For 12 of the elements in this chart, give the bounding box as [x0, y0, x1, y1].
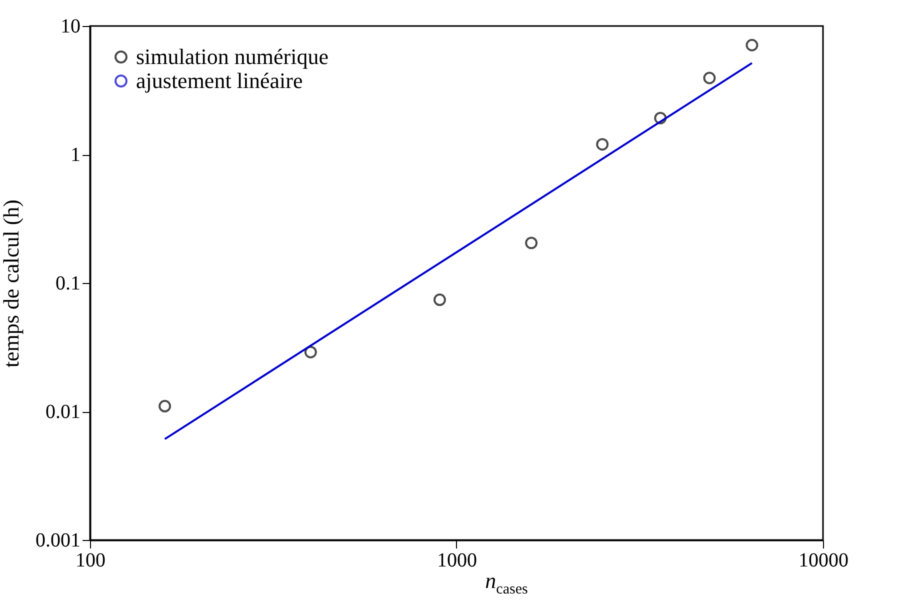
- y-tick-label: 0.1: [56, 272, 80, 294]
- legend-label: ajustement linéaire: [136, 68, 303, 93]
- y-tick-label: 10: [60, 16, 80, 38]
- y-axis-title: temps de calcul (h): [0, 200, 24, 368]
- y-tick-label: 0.001: [36, 530, 80, 552]
- x-tick-label: 100: [76, 550, 106, 572]
- x-tick-label: 1000: [437, 550, 477, 572]
- x-tick-label: 10000: [798, 550, 848, 572]
- x-axis-title: n$_{cases}$: [485, 568, 528, 598]
- y-tick-label: 1: [70, 144, 80, 166]
- y-tick-label: 0.01: [46, 401, 80, 423]
- legend-label: simulation numérique: [136, 44, 328, 69]
